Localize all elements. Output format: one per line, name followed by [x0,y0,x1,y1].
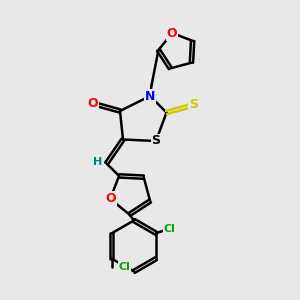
Text: H: H [93,157,102,167]
Text: Cl: Cl [164,224,175,234]
Text: O: O [105,192,116,206]
Text: N: N [145,89,155,103]
Text: O: O [167,26,178,40]
Text: S: S [189,98,198,112]
Text: Cl: Cl [118,262,130,272]
Text: S: S [152,134,160,148]
Text: O: O [88,97,98,110]
